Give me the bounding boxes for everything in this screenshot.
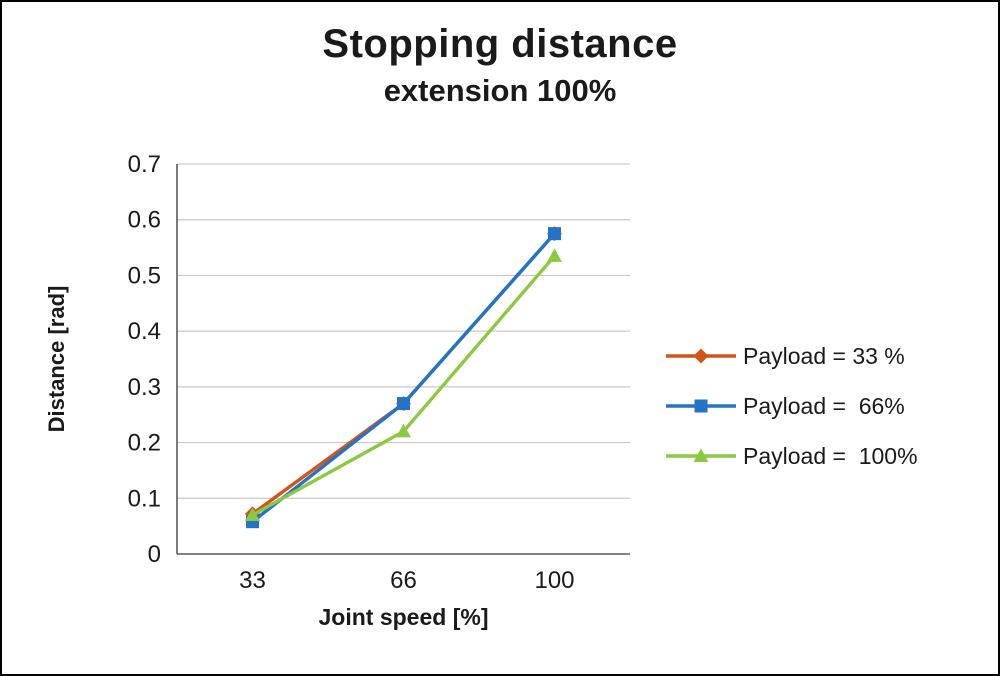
svg-text:0.2: 0.2 xyxy=(128,430,161,457)
svg-text:66: 66 xyxy=(390,567,417,594)
legend-item: Payload = 66% xyxy=(664,388,918,424)
legend-sample-diamond-icon xyxy=(666,348,736,364)
svg-text:33: 33 xyxy=(239,567,266,594)
legend-item: Payload = 33 % xyxy=(664,338,918,374)
svg-text:0.3: 0.3 xyxy=(128,374,161,401)
svg-text:0.5: 0.5 xyxy=(128,262,161,289)
chart-subtitle: extension 100% xyxy=(383,73,617,108)
chart-title: Stopping distance xyxy=(322,22,678,66)
svg-text:0.4: 0.4 xyxy=(128,318,161,345)
legend: Payload = 33 % Payload = 66% Payload = 1… xyxy=(664,338,918,474)
y-axis-title: Distance [rad] xyxy=(44,285,69,433)
x-axis-title: Joint speed [%] xyxy=(318,604,489,630)
svg-text:100: 100 xyxy=(534,567,574,594)
legend-sample-triangle-icon xyxy=(666,448,736,462)
legend-label: Payload = 100% xyxy=(743,442,918,469)
legend-label: Payload = 33 % xyxy=(743,342,905,369)
svg-text:0.7: 0.7 xyxy=(128,151,161,178)
svg-text:0.6: 0.6 xyxy=(128,207,161,234)
legend-label: Payload = 66% xyxy=(743,392,905,419)
legend-item: Payload = 100% xyxy=(664,438,918,474)
svg-text:0.1: 0.1 xyxy=(128,485,161,512)
svg-text:0: 0 xyxy=(148,541,161,568)
legend-sample-square-icon xyxy=(666,399,736,413)
title-block: Stopping distance extension 100% xyxy=(2,22,998,109)
